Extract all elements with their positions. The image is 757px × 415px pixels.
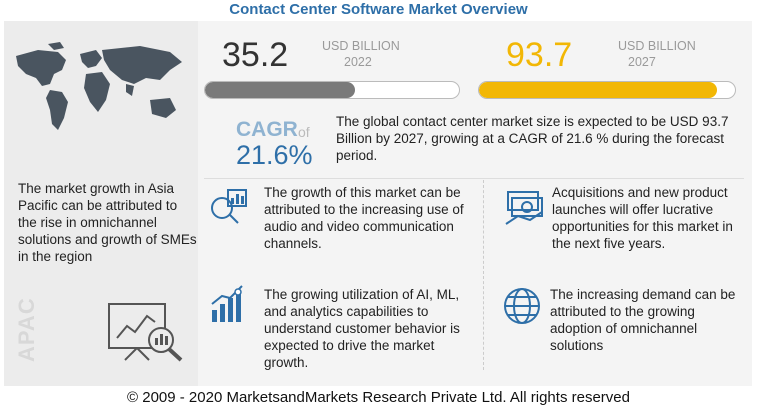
year-2027: 2027	[628, 55, 656, 69]
bar-2027	[478, 81, 736, 99]
bar-fill-2027	[479, 82, 718, 98]
unit-2027: USD BILLION 2027	[618, 38, 696, 70]
unit-2022: USD BILLION 2022	[322, 38, 400, 70]
value-2022: 35.2	[222, 36, 289, 74]
bar-2022	[204, 81, 460, 99]
fact-ai-ml: The growing utilization of AI, ML, and a…	[264, 287, 460, 370]
unit-label-2027: USD BILLION	[618, 39, 696, 53]
unit-label-2022: USD BILLION	[322, 39, 400, 53]
globe-icon	[504, 288, 540, 324]
page-title: Contact Center Software Market Overview	[229, 1, 528, 18]
growth-chart-icon	[211, 285, 243, 322]
value-2027: 93.7	[506, 36, 573, 74]
cagr-label: CAGR	[236, 118, 298, 141]
fact-audio-video: The growth of this market can be attribu…	[264, 185, 464, 251]
chart-magnifier-icon	[211, 189, 247, 224]
money-icon	[505, 191, 543, 225]
cagr-of: of	[298, 124, 310, 140]
divider-horizontal	[204, 178, 744, 179]
year-2022: 2022	[344, 55, 372, 69]
region-label: APAC	[14, 297, 39, 362]
world-map	[16, 42, 182, 130]
cagr-value: 21.6%	[236, 140, 313, 170]
bar-fill-2022	[205, 82, 355, 98]
fact-acquisitions: Acquisitions and new product launches wi…	[552, 185, 733, 251]
divider-vertical	[483, 180, 485, 370]
market-summary: The global contact center market size is…	[336, 114, 729, 163]
region-description: The market growth in Asia Pacific can be…	[18, 181, 197, 264]
copyright-footer: © 2009 - 2020 MarketsandMarkets Research…	[127, 389, 630, 406]
analytics-board-icon	[108, 303, 183, 362]
fact-omnichannel: The increasing demand can be attributed …	[550, 287, 736, 353]
